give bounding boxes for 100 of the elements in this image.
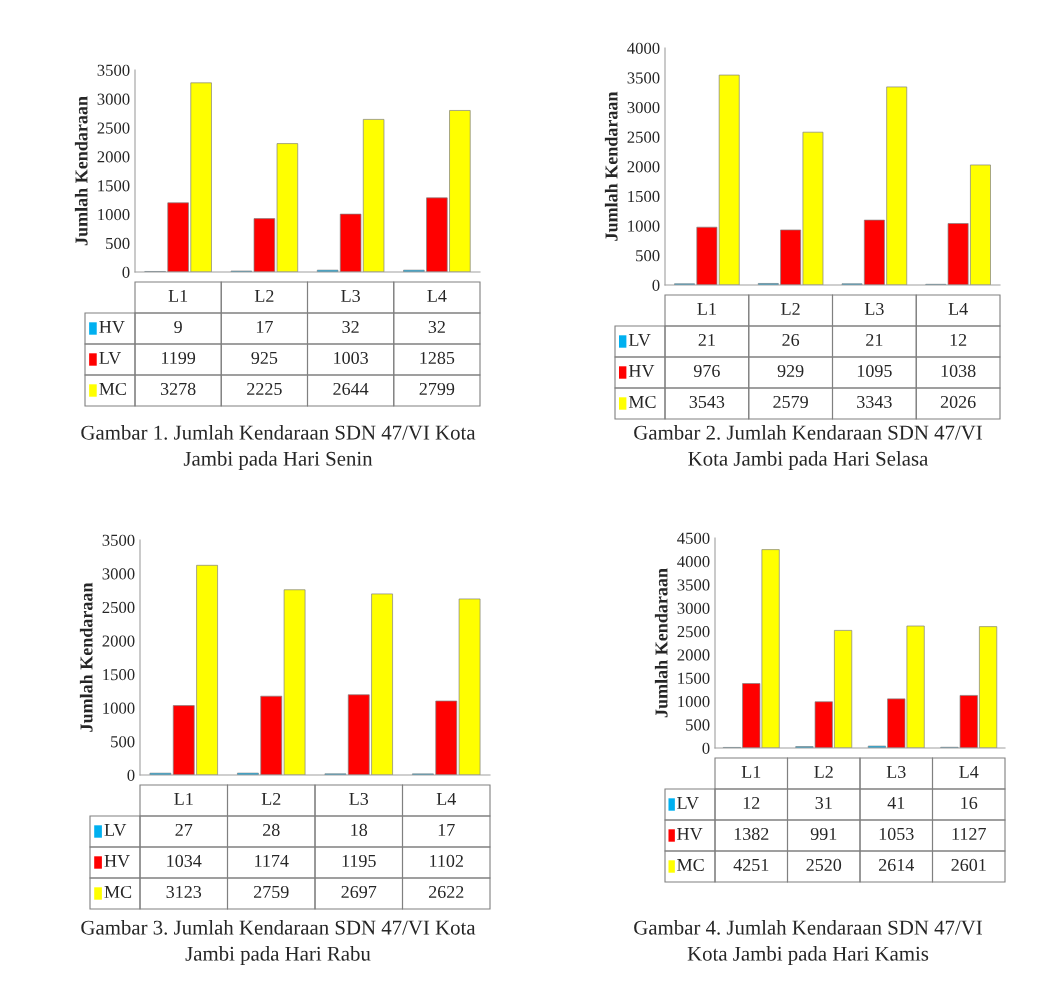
data-label: 1102 bbox=[430, 854, 463, 868]
text: Gambar 3. Jumlah Kendaraan SDN 47/VI Kota Jambi pada Hari Rabu bbox=[81, 920, 476, 966]
data-label: 2799 bbox=[419, 382, 455, 396]
data-label: 1382 bbox=[734, 827, 769, 841]
data-label: 1003 bbox=[334, 351, 368, 365]
data-label: 929 bbox=[777, 364, 804, 378]
y-tick-label: 500 bbox=[636, 250, 660, 262]
legend-label: HV bbox=[104, 855, 130, 868]
data-label: 32 bbox=[342, 320, 359, 334]
y-tick-label: 4500 bbox=[677, 532, 710, 544]
category-label: L2 bbox=[781, 302, 800, 315]
data-label: 1053 bbox=[879, 827, 914, 841]
data-label: 2759 bbox=[253, 885, 289, 899]
y-tick-label: 500 bbox=[686, 719, 710, 731]
y-tick-label: 3000 bbox=[627, 101, 660, 114]
y-tick-label: 0 bbox=[127, 769, 135, 781]
category-label: L2 bbox=[254, 289, 274, 302]
data-label: 26 bbox=[782, 333, 800, 347]
y-tick-label: 1500 bbox=[628, 190, 660, 203]
legend-label: MC bbox=[99, 382, 126, 396]
data-label: 21 bbox=[866, 333, 883, 346]
data-label: 4251 bbox=[733, 858, 769, 872]
data-label: 3343 bbox=[857, 395, 892, 409]
y-tick-label: 0 bbox=[652, 279, 660, 291]
data-label: 1095 bbox=[857, 364, 892, 378]
data-label: 2026 bbox=[940, 395, 976, 409]
category-label: L4 bbox=[427, 289, 447, 302]
data-label: 1174 bbox=[255, 854, 289, 867]
y-tick-label: 1500 bbox=[678, 672, 710, 684]
y-axis-title: Jumlah Kendaraan bbox=[79, 582, 93, 732]
data-label: 3123 bbox=[166, 885, 202, 899]
data-label: 2601 bbox=[951, 858, 986, 872]
legend-label: LV bbox=[99, 352, 122, 365]
y-tick-label: 3000 bbox=[102, 568, 135, 580]
y-tick-label: 0 bbox=[702, 742, 710, 754]
category-label: L1 bbox=[697, 302, 716, 315]
y-tick-label: 4000 bbox=[677, 556, 710, 568]
data-label: 1038 bbox=[941, 364, 976, 378]
category-label: L2 bbox=[261, 792, 281, 805]
y-tick-label: 1000 bbox=[103, 702, 135, 714]
y-tick-label: 2000 bbox=[627, 161, 660, 173]
y-tick-label: 3500 bbox=[97, 64, 130, 76]
category-label: L4 bbox=[948, 302, 968, 315]
category-label: L4 bbox=[959, 765, 979, 778]
category-label: L1 bbox=[168, 289, 188, 302]
text: Gambar 4. Jumlah Kendaraan SDN 47/VI Kota Jambi pada Hari Kamis bbox=[634, 920, 982, 966]
data-label: 21 bbox=[698, 333, 715, 346]
y-tick-label: 3500 bbox=[102, 534, 135, 546]
y-tick-label: 2500 bbox=[102, 601, 135, 614]
category-label: L1 bbox=[741, 765, 761, 778]
data-label: 27 bbox=[175, 823, 193, 836]
data-label: 2225 bbox=[247, 382, 282, 396]
legend-label: HV bbox=[628, 365, 655, 378]
y-tick-label: 2000 bbox=[102, 635, 135, 647]
y-tick-label: 4000 bbox=[627, 42, 660, 54]
legend-label: MC bbox=[677, 858, 704, 872]
legend-label: MC bbox=[104, 885, 132, 899]
y-tick-label: 2000 bbox=[677, 649, 710, 661]
y-tick-label: 3000 bbox=[97, 93, 130, 105]
legend-label: HV bbox=[677, 828, 703, 841]
y-tick-label: 3000 bbox=[677, 602, 710, 614]
data-label: 32 bbox=[428, 320, 445, 334]
category-label: L4 bbox=[436, 792, 456, 805]
data-label: 31 bbox=[815, 796, 832, 810]
data-label: 2644 bbox=[333, 382, 369, 396]
y-tick-label: 0 bbox=[122, 266, 130, 278]
y-tick-label: 2500 bbox=[97, 122, 130, 134]
data-label: 2697 bbox=[341, 885, 377, 899]
y-axis-title: Jumlah Kendaraan bbox=[74, 96, 88, 246]
y-axis-title: Jumlah Kendaraan bbox=[654, 568, 668, 718]
y-tick-label: 1000 bbox=[628, 220, 660, 232]
data-label: 2614 bbox=[878, 858, 915, 872]
data-label: 3278 bbox=[160, 382, 196, 396]
data-label: 41 bbox=[887, 796, 905, 809]
data-label: 12 bbox=[743, 796, 760, 809]
data-label: 1199 bbox=[162, 351, 196, 365]
legend-label: LV bbox=[104, 824, 127, 837]
y-tick-label: 3500 bbox=[677, 579, 710, 591]
y-tick-label: 1000 bbox=[98, 208, 130, 221]
data-label: 17 bbox=[438, 823, 455, 836]
category-label: L2 bbox=[814, 765, 833, 778]
data-label: 3543 bbox=[689, 395, 725, 409]
category-label: L3 bbox=[886, 765, 906, 779]
data-label: 16 bbox=[961, 796, 978, 810]
text: Gambar 1. Jumlah Kendaraan SDN 47/VI Kota Jambi pada Hari Senin bbox=[81, 425, 476, 471]
y-tick-label: 2500 bbox=[627, 131, 660, 143]
data-label: 2579 bbox=[773, 395, 808, 409]
data-label: 976 bbox=[693, 364, 720, 378]
data-label: 1127 bbox=[952, 827, 986, 840]
data-label: 9 bbox=[174, 320, 182, 334]
text: Gambar 2. Jumlah Kendaraan SDN 47/VI Kota Jambi pada Hari Selasa bbox=[634, 425, 982, 471]
data-label: 991 bbox=[810, 827, 837, 841]
data-label: 12 bbox=[950, 333, 967, 346]
y-tick-label: 1500 bbox=[98, 180, 130, 192]
data-label: 28 bbox=[263, 823, 280, 837]
legend-label: LV bbox=[628, 334, 651, 347]
legend-label: LV bbox=[677, 797, 699, 810]
data-label: 17 bbox=[256, 320, 273, 333]
data-label: 2622 bbox=[428, 885, 464, 899]
data-label: 925 bbox=[251, 351, 278, 365]
